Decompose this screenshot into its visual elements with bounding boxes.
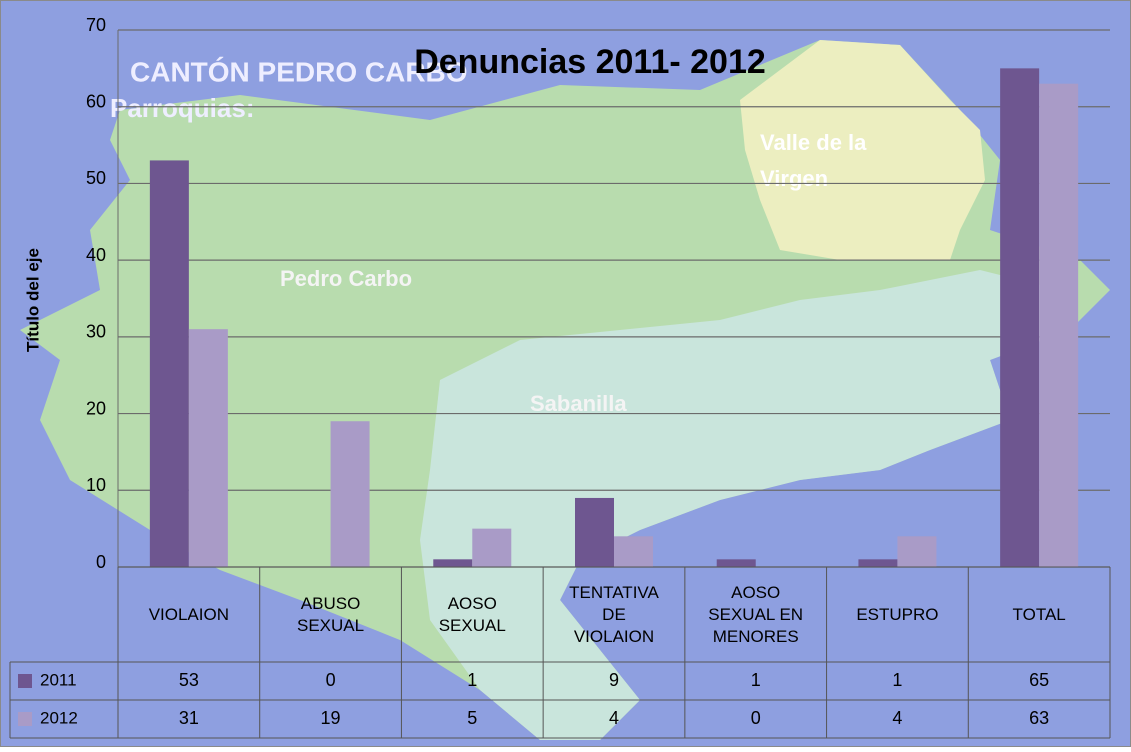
- map-label-box: Valle de la Virgen: [760, 130, 867, 191]
- bar: [149, 160, 189, 567]
- x-tick-label: TENTATIVA DE VIOLAION: [569, 582, 659, 646]
- bar: [330, 421, 370, 567]
- y-tick-label: 10: [86, 475, 106, 495]
- y-tick-label: 30: [86, 322, 106, 342]
- category-cell-box: AOSO SEXUAL EN MENORES: [685, 567, 827, 662]
- table-value: 0: [751, 708, 761, 728]
- y-tick-label: 0: [96, 552, 106, 572]
- category-cell: TOTAL: [968, 567, 1110, 662]
- category-cell-box: ABUSO SEXUAL: [260, 567, 402, 662]
- category-cell-box: TENTATIVA DE VIOLAION: [543, 567, 685, 662]
- bar: [614, 536, 653, 567]
- x-tick-label: ESTUPRO: [856, 604, 939, 624]
- category-cell: ABUSO SEXUAL: [260, 567, 402, 662]
- map-region: [420, 270, 1070, 740]
- category-cell: TENTATIVA DE VIOLAION: [543, 567, 685, 662]
- bar: [575, 497, 614, 567]
- category-cell: AOSO SEXUAL: [401, 567, 543, 662]
- table-value: 1: [751, 670, 761, 690]
- category-cell-box: ESTUPRO: [827, 567, 969, 662]
- bar: [858, 559, 898, 567]
- bar: [716, 559, 756, 567]
- y-tick-label: 20: [86, 398, 106, 418]
- table-value: 19: [321, 708, 341, 728]
- x-tick-label: ABUSO SEXUAL: [297, 593, 365, 635]
- table-value: 63: [1029, 708, 1049, 728]
- category-cell-box: VIOLAION: [118, 567, 260, 662]
- map-label: Valle de la Virgen: [760, 130, 867, 191]
- table-value: 4: [892, 708, 902, 728]
- bar: [1039, 83, 1079, 567]
- table-value: 9: [609, 670, 619, 690]
- bar: [897, 536, 937, 567]
- map-region: [740, 40, 985, 260]
- table-value: 31: [179, 708, 199, 728]
- y-tick-label: 70: [86, 15, 106, 35]
- x-tick-label: AOSO SEXUAL: [438, 593, 506, 635]
- category-cell: AOSO SEXUAL EN MENORES: [685, 567, 827, 662]
- table-value: 0: [326, 670, 336, 690]
- map-label: CANTÓN PEDRO CARBO: [130, 56, 468, 87]
- x-tick-label: AOSO SEXUAL EN MENORES: [708, 582, 804, 646]
- legend-key: [18, 674, 32, 688]
- bar: [472, 528, 512, 567]
- x-tick-label: TOTAL: [1012, 604, 1066, 624]
- bar: [1000, 68, 1040, 567]
- bar: [188, 329, 228, 567]
- category-cell-box: AOSO SEXUAL: [401, 567, 543, 662]
- legend-label: 2011: [40, 670, 77, 689]
- legend-key: [18, 712, 32, 726]
- bar: [433, 559, 473, 567]
- table-value: 4: [609, 708, 619, 728]
- category-cell: ESTUPRO: [827, 567, 969, 662]
- y-axis-title: Título del eje: [23, 248, 42, 352]
- table-value: 53: [179, 670, 199, 690]
- category-cell: VIOLAION: [118, 567, 260, 662]
- map-label: Pedro Carbo: [280, 266, 412, 291]
- y-tick-label: 40: [86, 245, 106, 265]
- table-value: 65: [1029, 670, 1049, 690]
- y-tick-label: 50: [86, 168, 106, 188]
- y-tick-label: 60: [86, 91, 106, 111]
- legend-label: 2012: [40, 708, 78, 727]
- chart-title: Denuncias 2011- 2012: [414, 43, 766, 81]
- map-label: Parroquias:: [110, 93, 255, 123]
- category-cell-box: TOTAL: [968, 567, 1110, 662]
- map-label: Sabanilla: [530, 391, 627, 416]
- table-value: 1: [892, 670, 902, 690]
- x-tick-label: VIOLAION: [148, 604, 229, 624]
- table-value: 5: [467, 708, 477, 728]
- table-value: 1: [467, 670, 477, 690]
